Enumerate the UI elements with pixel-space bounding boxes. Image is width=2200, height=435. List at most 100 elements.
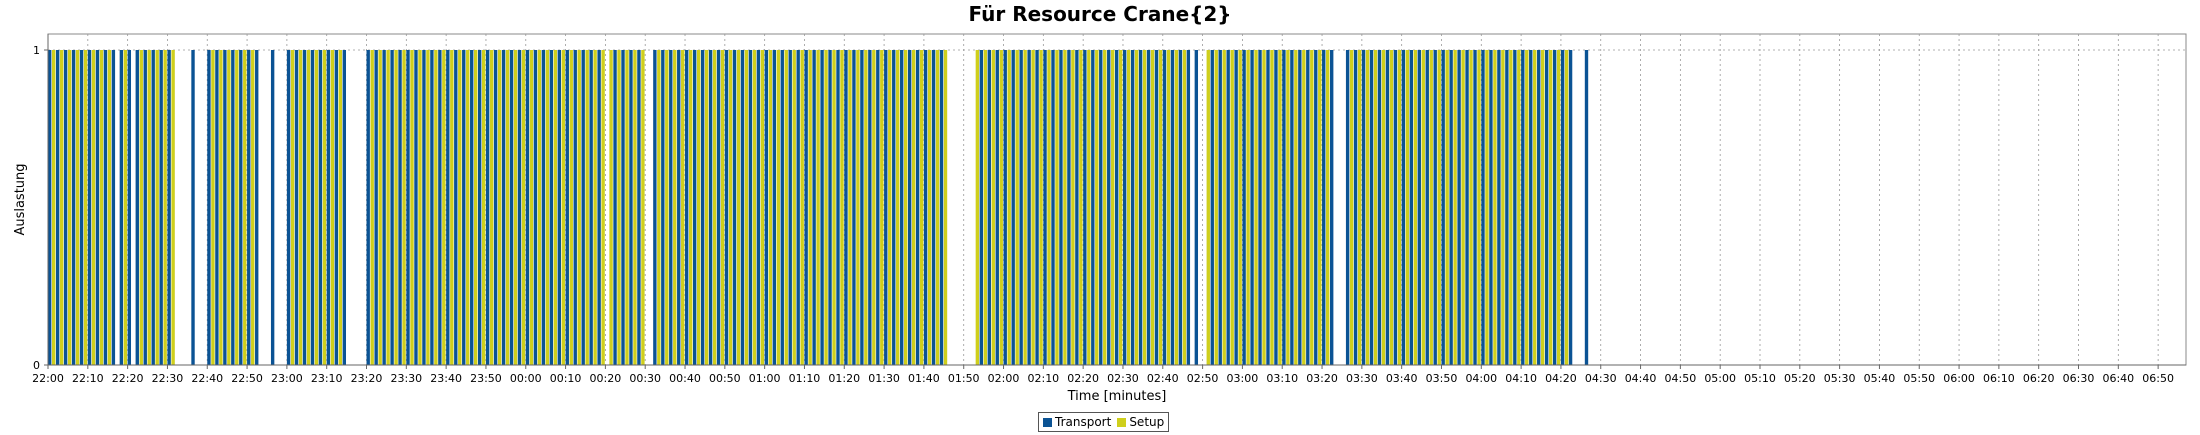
bar-transport [1043,50,1047,365]
bar-transport [836,50,840,365]
bar-setup [991,50,995,365]
bar-transport [1130,50,1135,365]
bar-setup [1230,50,1234,365]
bar-transport [1473,50,1477,365]
bar-transport [549,50,554,365]
x-tick-label: 06:00 [1943,372,1975,385]
bar-setup [1445,50,1449,365]
bar-transport [342,50,347,365]
x-tick-label: 02:00 [988,372,1020,385]
bar-setup [67,50,72,365]
bar-transport [661,50,665,365]
bar-setup [704,50,709,365]
x-tick-label: 05:00 [1704,372,1736,385]
bar-transport [1083,50,1087,365]
bar-transport [477,50,482,365]
bar-setup [999,50,1003,365]
bar-transport [302,50,307,365]
bar-setup [1071,50,1075,365]
bar-transport [1178,50,1183,365]
bar-transport [1234,50,1238,365]
bar-transport [382,50,386,365]
bar-transport [1401,50,1406,365]
x-tick-label: 23:00 [271,372,303,385]
bar-setup [163,50,167,365]
legend-swatch-setup [1117,417,1127,427]
bar-transport [470,50,474,365]
bar-transport [517,50,522,365]
bar-setup [1318,50,1322,365]
bar-transport [700,50,705,365]
bar-transport [1274,50,1278,365]
y-axis-label: Auslastung [13,163,28,235]
bar-setup [147,50,151,365]
bar-setup [75,50,80,365]
x-tick-label: 23:40 [430,372,462,385]
bar-transport [939,50,944,365]
bar-transport [310,50,315,365]
bar-setup [227,50,231,365]
bar-setup [569,50,573,365]
bar-transport [804,50,808,365]
bar-transport [1552,50,1557,365]
x-tick-label: 01:30 [868,372,900,385]
bar-setup [1142,50,1147,365]
legend-label-transport: Transport [1055,415,1112,429]
x-tick-label: 03:30 [1346,372,1378,385]
bar-setup [497,50,502,365]
bar-transport [613,50,617,365]
bar-setup [298,50,303,365]
x-tick-label: 05:40 [1864,372,1896,385]
bar-transport [127,50,132,365]
bar-transport [71,50,76,365]
bar-transport [1194,50,1199,365]
bar-setup [1310,50,1314,365]
bar-transport [1282,50,1286,365]
bar-transport [820,50,824,365]
bar-transport [493,50,498,365]
bar-setup [1055,50,1059,365]
bar-setup [521,50,526,365]
bar-setup [1564,50,1569,365]
bar-setup [553,50,558,365]
bar-transport [111,50,116,365]
bar-transport [931,50,936,365]
bar-transport [95,50,100,365]
bar-transport [597,50,601,365]
bar-setup [1238,50,1242,365]
x-tick-label: 22:40 [191,372,223,385]
bar-transport [1218,50,1222,365]
bar-transport [1314,50,1318,365]
bar-transport [1521,50,1525,365]
bar-setup [219,50,223,365]
bar-transport [1099,50,1103,365]
bar-transport [1250,50,1254,365]
bar-transport [1266,50,1270,365]
bar-transport [1481,50,1485,365]
x-tick-label: 06:10 [1983,372,2015,385]
bar-setup [171,50,175,365]
bar-setup [123,50,128,365]
bar-transport [334,50,339,365]
x-tick-label: 03:50 [1426,372,1458,385]
x-tick-label: 06:20 [2023,372,2055,385]
bar-setup [601,50,605,365]
bar-setup [776,50,780,365]
x-tick-label: 06:30 [2063,372,2095,385]
bar-setup [1222,50,1226,365]
bar-setup [474,50,478,365]
x-tick-label: 01:00 [749,372,781,385]
bar-transport [406,50,410,365]
bar-setup [927,50,932,365]
bar-setup [712,50,717,365]
bar-transport [724,50,729,365]
bar-transport [1075,50,1079,365]
x-tick-label: 03:10 [1266,372,1298,385]
bar-setup [1286,50,1290,365]
bar-transport [1067,50,1071,365]
bar-setup [410,50,414,365]
bar-transport [1298,50,1302,365]
x-tick-label: 01:10 [789,372,821,385]
bar-transport [1019,50,1023,365]
x-tick-label: 00:30 [629,372,661,385]
